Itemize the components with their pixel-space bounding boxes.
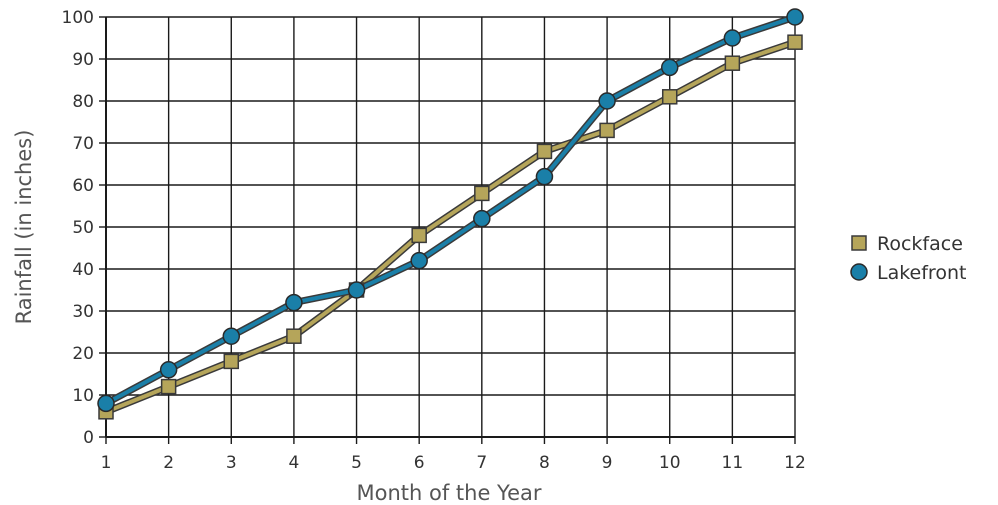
x-tick-label: 9	[602, 453, 613, 473]
lakefront-point	[222, 327, 241, 345]
y-tick-label: 70	[72, 134, 94, 154]
x-tick-label: 5	[351, 453, 362, 473]
y-tick-label: 90	[72, 50, 94, 70]
y-tick-label: 20	[72, 344, 94, 364]
rockface-line	[105, 40, 796, 414]
rockface-point	[599, 122, 615, 139]
y-tick-labels: 0 10 20 30 40 50 60 70 80 90 100	[62, 8, 94, 448]
rockface-point	[223, 353, 240, 370]
rockface-point	[160, 378, 177, 395]
legend-rockface-marker	[851, 235, 867, 251]
y-tick-label: 50	[72, 218, 94, 238]
x-tick-label: 7	[476, 453, 487, 473]
legend-rockface-label: Rockface	[877, 233, 963, 255]
gridlines	[105, 16, 796, 438]
rockface-point	[661, 89, 678, 105]
x-tick-label: 12	[784, 453, 806, 473]
rockface-point	[536, 143, 553, 160]
lakefront-point	[347, 281, 366, 299]
lakefront-line	[105, 15, 796, 406]
x-tick-label: 4	[288, 453, 299, 473]
lakefront-point	[410, 251, 428, 270]
rockface-point	[286, 328, 302, 344]
y-tick-label: 100	[62, 8, 94, 28]
legend: Rockface Lakefront	[850, 233, 966, 284]
lakefront-point	[598, 92, 616, 110]
lakefront-point	[473, 209, 491, 228]
lakefront-point	[159, 361, 178, 379]
rockface-point	[474, 185, 490, 202]
x-tick-labels: 1 2 3 4 5 6 7 8 9 10 11 12	[101, 453, 806, 473]
legend-lakefront-label: Lakefront	[877, 262, 966, 284]
axes	[99, 16, 796, 444]
series-lines	[97, 8, 804, 420]
rockface-point	[787, 34, 803, 50]
x-tick-label: 1	[101, 453, 112, 473]
y-tick-label: 30	[72, 302, 94, 322]
y-axis-title: Rainfall (in inches)	[12, 130, 36, 325]
x-tick-label: 10	[659, 453, 681, 473]
x-tick-label: 11	[722, 453, 744, 473]
lakefront-point	[786, 8, 804, 26]
y-tick-label: 10	[72, 386, 94, 406]
rockface-point	[411, 227, 427, 244]
x-tick-label: 8	[539, 453, 550, 473]
lakefront-point	[723, 29, 742, 47]
x-tick-label: 2	[163, 453, 174, 473]
x-axis-title: Month of the Year	[356, 481, 541, 505]
x-tick-label: 3	[226, 453, 237, 473]
legend-lakefront-marker	[850, 263, 868, 281]
y-tick-label: 80	[72, 92, 94, 112]
y-tick-label: 0	[83, 428, 94, 448]
lakefront-point	[660, 58, 679, 77]
lakefront-point	[97, 394, 115, 413]
y-tick-label: 60	[72, 176, 94, 196]
lakefront-point	[285, 293, 303, 312]
y-tick-label: 40	[72, 260, 94, 280]
rockface-point	[724, 55, 741, 71]
lakefront-point	[535, 167, 554, 186]
x-tick-label: 6	[414, 453, 425, 473]
